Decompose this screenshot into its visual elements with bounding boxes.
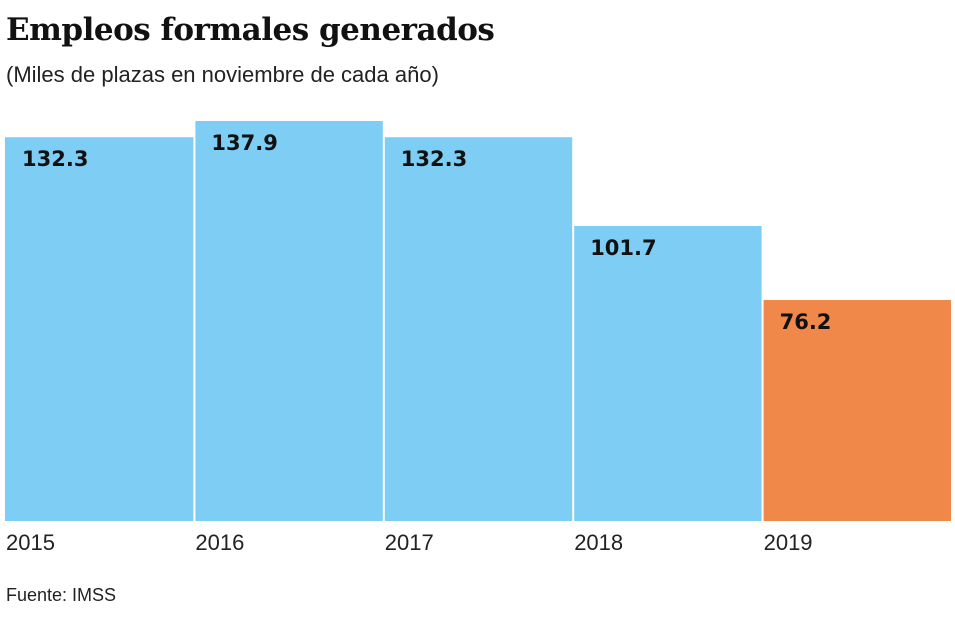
- bar-2016: [195, 121, 383, 521]
- data-label-2015: 132.3: [22, 147, 88, 171]
- x-tick-label-2017: 2017: [385, 530, 434, 555]
- data-label-2018: 101.7: [590, 236, 656, 260]
- data-label-2016: 137.9: [211, 131, 277, 155]
- chart-subtitle: (Miles de plazas en noviembre de cada añ…: [6, 62, 439, 87]
- x-tick-label-2016: 2016: [195, 530, 244, 555]
- source-note: Fuente: IMSS: [6, 585, 117, 605]
- bar-2018: [574, 226, 762, 521]
- bar-2017: [384, 137, 573, 521]
- data-label-2019: 76.2: [780, 310, 832, 334]
- data-label-2017: 132.3: [401, 147, 467, 171]
- x-tick-label-2018: 2018: [574, 530, 623, 555]
- bar-2015: [5, 137, 194, 521]
- x-tick-label-2019: 2019: [764, 530, 813, 555]
- x-tick-label-2015: 2015: [6, 530, 55, 555]
- bar-2019: [763, 299, 951, 521]
- chart-title: Empleos formales generados: [6, 12, 495, 48]
